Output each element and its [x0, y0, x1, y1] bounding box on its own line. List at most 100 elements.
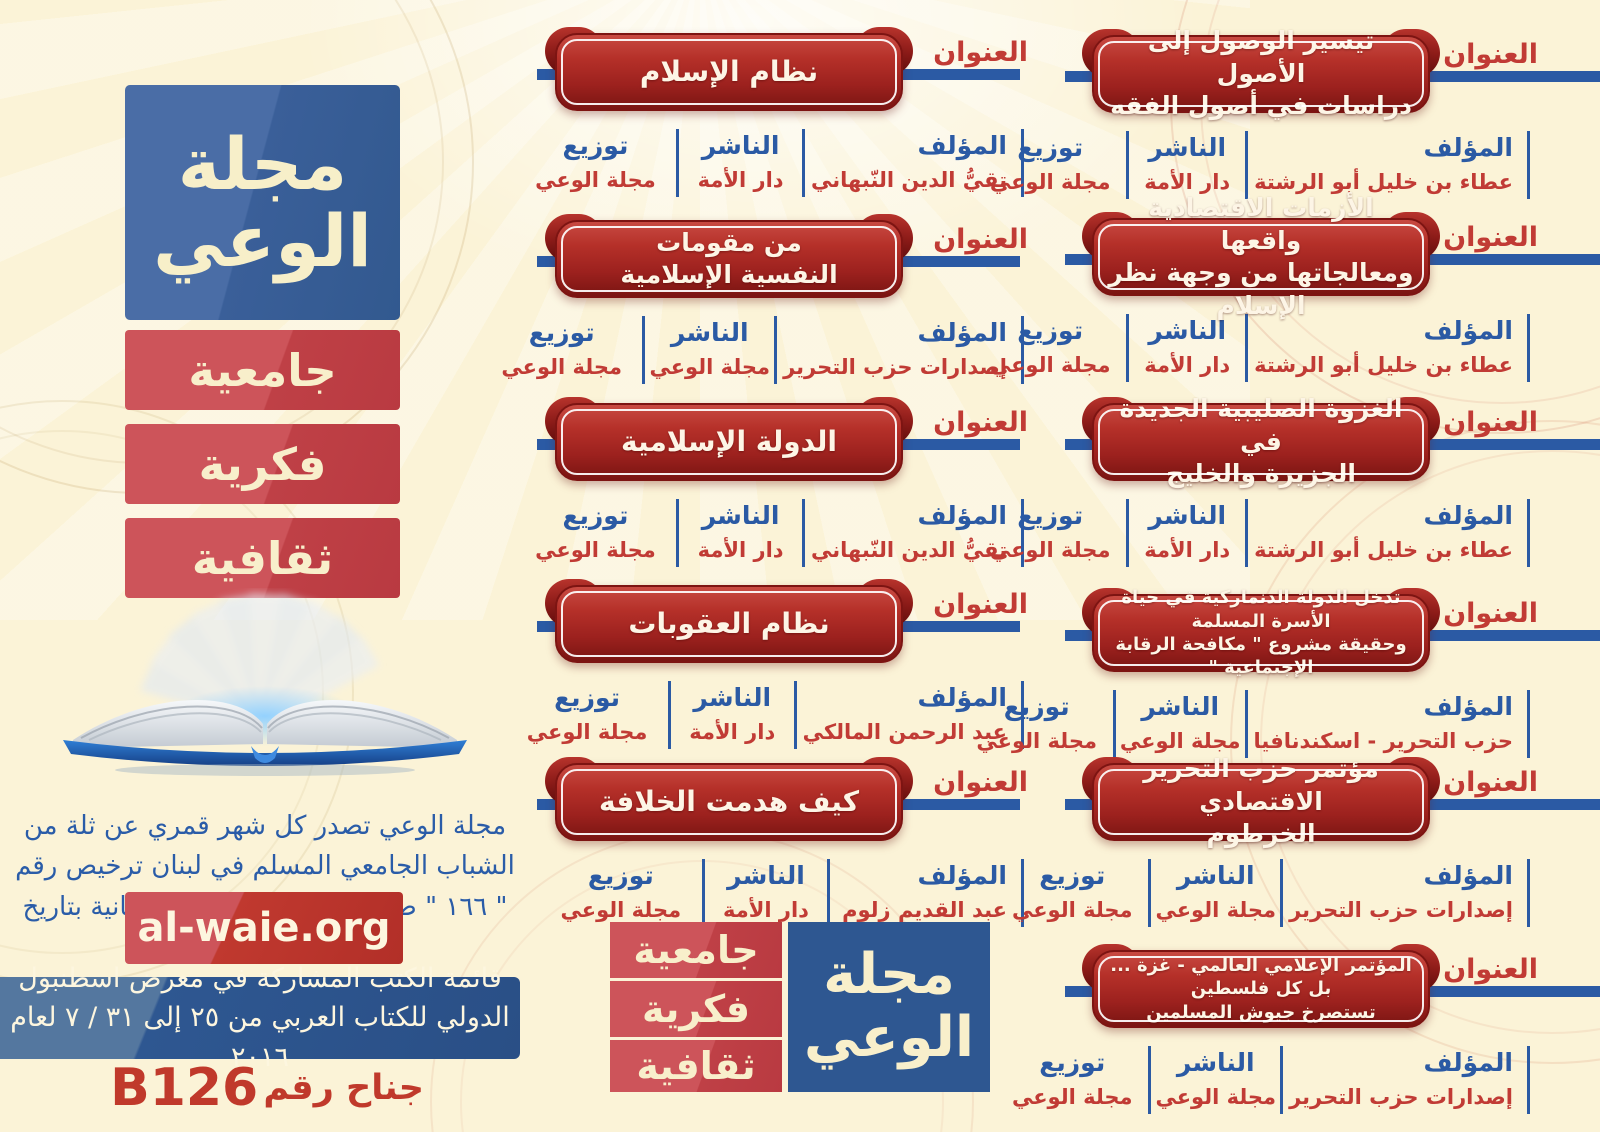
publisher-value: مجلة الوعي — [1119, 729, 1241, 753]
field-distribution: توزيع مجلة الوعي — [481, 316, 646, 384]
field-publisher: الناشر دار الأمة — [679, 499, 806, 567]
field-publisher: الناشر مجلة الوعي — [1151, 859, 1284, 927]
ribbon-body: كيف هدمت الخلافة — [555, 763, 903, 841]
publisher-value: دار الأمة — [1144, 538, 1231, 562]
publisher-label: الناشر — [1148, 316, 1227, 345]
title-ribbon: من مقومات النفسية الإسلامية — [545, 214, 913, 298]
book-entry: العنوان كيف هدمت الخلافة المؤلف عبد القد… — [530, 757, 1030, 931]
book-title: نظام العقوبات — [628, 606, 830, 640]
field-author: المؤلف عبد القديم زلوم — [830, 859, 1024, 927]
book-meta-row: المؤلف تقيُّ الدين النّبهاني الناشر دار … — [535, 129, 1024, 197]
title-label: العنوان — [1443, 954, 1538, 985]
distribution-label: توزيع — [1017, 501, 1084, 530]
ribbon-body: الدولة الإسلامية — [555, 403, 903, 481]
publisher-label: الناشر — [693, 683, 772, 712]
distribution-value: مجلة الوعي — [989, 353, 1111, 377]
publisher-value: دار الأمة — [689, 720, 776, 744]
author-value: إصدارات حزب التحرير — [1289, 1085, 1513, 1109]
author-value: عطاء بن خليل أبو الرشتة — [1254, 538, 1513, 562]
author-value: حزب التحرير - اسكندنافيا — [1253, 729, 1514, 753]
publisher-value: مجلة الوعي — [1155, 898, 1277, 922]
magazine-logo: مجلة الوعي — [125, 85, 400, 320]
ribbon-body: الغزوة الصليبية الجديدة في الجزيرة والخل… — [1092, 394, 1430, 488]
distribution-label: توزيع — [562, 501, 629, 530]
field-distribution: توزيع مجلة الوعي — [961, 690, 1116, 758]
field-author: المؤلف إصدارات حزب التحرير — [1283, 1046, 1530, 1114]
field-distribution: توزيع مجلة الوعي — [515, 129, 680, 197]
book-meta-row: المؤلف عبد الرحمن المالكي الناشر دار الأ… — [527, 681, 1024, 749]
ribbon-body: من مقومات النفسية الإسلامية — [555, 220, 903, 298]
field-distribution: توزيع مجلة الوعي — [996, 859, 1152, 927]
ribbon-body: الأزمات الاقتصادية واقعها ومعالجاتها من … — [1092, 193, 1430, 320]
book-entry: العنوان الدولة الإسلامية المؤلف تقيُّ ال… — [530, 397, 1030, 571]
author-label: المؤلف — [1423, 133, 1513, 162]
tag-intellectual-small: فكرية — [610, 981, 782, 1037]
distribution-value: مجلة الوعي — [976, 729, 1097, 753]
publisher-value: دار الأمة — [697, 538, 784, 562]
website-badge[interactable]: al-waie.org — [125, 892, 403, 964]
title-ribbon: المؤتمر الإعلامي العالمي - غزة ... بل كل… — [1082, 944, 1440, 1028]
author-value: عطاء بن خليل أبو الرشتة — [1254, 170, 1513, 194]
field-author: المؤلف إصدارات حزب التحرير — [777, 316, 1024, 384]
publisher-value: مجلة الوعي — [649, 355, 771, 379]
book-entry: العنوان مؤتمر حزب التحرير الاقتصادي الخر… — [1012, 754, 1600, 931]
field-distribution: توزيع مجلة الوعي — [996, 1046, 1152, 1114]
tag-intellectual: فكرية — [125, 424, 400, 504]
title-ribbon: الدولة الإسلامية — [545, 397, 913, 481]
booth-info: جناح رقم B126 — [0, 1058, 520, 1118]
author-value: عبد الرحمن المالكي — [802, 720, 1007, 744]
field-author: المؤلف عطاء بن خليل أبو الرشتة — [1248, 131, 1530, 199]
field-publisher: الناشر مجلة الوعي — [645, 316, 778, 384]
book-meta-row: المؤلف إصدارات حزب التحرير الناشر مجلة ا… — [1012, 1046, 1530, 1114]
tag-cultural-small: ثقافية — [610, 1040, 782, 1092]
logo-word-1: مجلة — [177, 122, 348, 207]
book-entry: العنوان الغزوة الصليبية الجديدة في الجزي… — [990, 394, 1600, 571]
author-label: المؤلف — [917, 501, 1007, 530]
title-ribbon: نظام العقوبات — [545, 579, 913, 663]
field-distribution: توزيع مجلة الوعي — [540, 859, 705, 927]
title-label: العنوان — [1443, 598, 1538, 629]
book-meta-row: المؤلف تقيُّ الدين النّبهاني الناشر دار … — [535, 499, 1024, 567]
book-title: كيف هدمت الخلافة — [599, 784, 859, 818]
book-entry: العنوان من مقومات النفسية الإسلامية المؤ… — [501, 214, 1030, 388]
ribbon-body: نظام العقوبات — [555, 585, 903, 663]
ribbon-body: المؤتمر الإعلامي العالمي - غزة ... بل كل… — [1092, 950, 1430, 1028]
field-author: المؤلف عطاء بن خليل أبو الرشتة — [1248, 499, 1530, 567]
field-author: المؤلف تقيُّ الدين النّبهاني — [805, 129, 1024, 197]
book-title: من مقومات النفسية الإسلامية — [620, 227, 838, 290]
title-ribbon: نظام الإسلام — [545, 27, 913, 111]
field-author: المؤلف حزب التحرير - اسكندنافيا — [1248, 690, 1530, 758]
author-label: المؤلف — [1423, 316, 1513, 345]
field-author: المؤلف تقيُّ الدين النّبهاني — [805, 499, 1024, 567]
publisher-value: دار الأمة — [697, 168, 784, 192]
book-entry: العنوان تيسير الوصول إلى الأصول دراسات ف… — [990, 26, 1600, 203]
book-entry: العنوان الأزمات الاقتصادية واقعها ومعالج… — [990, 193, 1600, 386]
publisher-label: الناشر — [1176, 861, 1255, 890]
logo-word-2: الوعي — [153, 198, 372, 283]
distribution-label: توزيع — [562, 131, 629, 160]
author-label: المؤلف — [917, 861, 1007, 890]
distribution-value: مجلة الوعي — [989, 170, 1111, 194]
distribution-label: توزيع — [1039, 861, 1106, 890]
title-label: العنوان — [933, 589, 1028, 620]
ribbon-body: تدخل الدولة الدنماركية في حياة الأسرة ال… — [1092, 587, 1430, 678]
distribution-value: مجلة الوعي — [560, 898, 682, 922]
book-meta-row: المؤلف عطاء بن خليل أبو الرشتة الناشر دا… — [990, 314, 1530, 382]
field-author: المؤلف عبد الرحمن المالكي — [797, 681, 1024, 749]
publisher-value: دار الأمة — [723, 898, 809, 922]
publisher-label: الناشر — [670, 318, 749, 347]
distribution-label: توزيع — [1017, 316, 1084, 345]
book-title: الأزمات الاقتصادية واقعها ومعالجاتها من … — [1108, 193, 1414, 320]
author-value: إصدارات حزب التحرير — [783, 355, 1007, 379]
title-ribbon: الأزمات الاقتصادية واقعها ومعالجاتها من … — [1082, 193, 1440, 320]
distribution-label: توزيع — [587, 861, 654, 890]
distribution-label: توزيع — [554, 683, 621, 712]
field-publisher: الناشر دار الأمة — [679, 129, 806, 197]
ribbon-body: نظام الإسلام — [555, 33, 903, 111]
title-label: العنوان — [933, 767, 1028, 798]
publisher-label: الناشر — [701, 131, 780, 160]
booth-number: B126 — [110, 1058, 259, 1118]
book-title: مؤتمر حزب التحرير الاقتصادي الخرطوم — [1143, 754, 1379, 849]
field-distribution: توزيع مجلة الوعي — [974, 131, 1130, 199]
